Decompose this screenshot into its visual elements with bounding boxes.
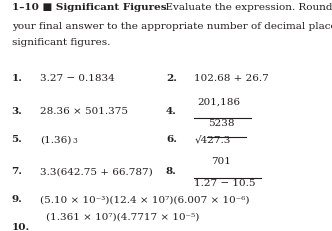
Text: 1.: 1. xyxy=(12,74,23,83)
Text: 2.: 2. xyxy=(166,74,177,83)
Text: (5.10 × 10⁻³)(12.4 × 10⁷)(6.007 × 10⁻⁶): (5.10 × 10⁻³)(12.4 × 10⁷)(6.007 × 10⁻⁶) xyxy=(40,195,249,204)
Text: significant figures.: significant figures. xyxy=(12,38,110,47)
Text: 701: 701 xyxy=(211,157,231,166)
Text: 6.: 6. xyxy=(166,135,177,144)
Text: √427.3: √427.3 xyxy=(194,135,231,144)
Text: 201,186: 201,186 xyxy=(198,97,241,106)
Text: 5238: 5238 xyxy=(208,119,235,128)
Text: 28.36 × 501.375: 28.36 × 501.375 xyxy=(40,107,128,116)
Text: 3.: 3. xyxy=(12,107,23,116)
Text: 3: 3 xyxy=(72,137,77,146)
Text: 3.3(642.75 + 66.787): 3.3(642.75 + 66.787) xyxy=(40,167,153,176)
Text: Evaluate the expression. Round: Evaluate the expression. Round xyxy=(159,3,332,12)
Text: 8.: 8. xyxy=(166,167,177,176)
Text: 10.: 10. xyxy=(12,223,30,231)
Text: 7.: 7. xyxy=(12,167,23,176)
Text: your final answer to the appropriate number of decimal places or: your final answer to the appropriate num… xyxy=(12,22,332,31)
Text: 3.27 − 0.1834: 3.27 − 0.1834 xyxy=(40,74,115,83)
Text: 4.: 4. xyxy=(166,107,177,116)
Text: 102.68 + 26.7: 102.68 + 26.7 xyxy=(194,74,269,83)
Text: (1.36): (1.36) xyxy=(40,135,71,144)
Text: 1–10 ■ Significant Figures: 1–10 ■ Significant Figures xyxy=(12,3,166,12)
Text: (1.361 × 10⁷)(4.7717 × 10⁻⁵): (1.361 × 10⁷)(4.7717 × 10⁻⁵) xyxy=(46,213,200,222)
Text: 9.: 9. xyxy=(12,195,23,204)
Text: 1.27 − 10.5: 1.27 − 10.5 xyxy=(194,179,256,188)
Text: 5.: 5. xyxy=(12,135,23,144)
